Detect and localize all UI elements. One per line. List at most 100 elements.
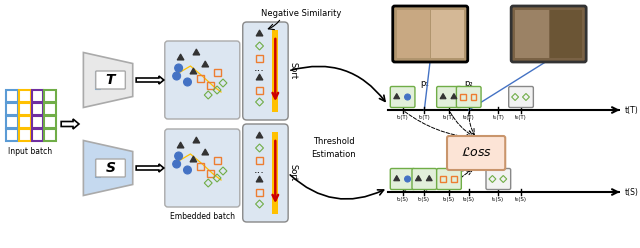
- FancyBboxPatch shape: [447, 136, 505, 170]
- Polygon shape: [256, 30, 263, 36]
- Circle shape: [404, 94, 410, 100]
- Text: Negative Similarity: Negative Similarity: [260, 8, 341, 18]
- Bar: [515, 10, 548, 58]
- Bar: [109, 73, 113, 87]
- FancyBboxPatch shape: [96, 71, 125, 89]
- Circle shape: [184, 78, 191, 86]
- Bar: [95, 159, 100, 177]
- Text: p₁: p₁: [420, 79, 429, 88]
- Bar: [214, 68, 221, 75]
- Bar: [115, 74, 120, 86]
- Text: t₃(S): t₃(S): [443, 197, 455, 202]
- FancyBboxPatch shape: [511, 6, 586, 62]
- Bar: [109, 161, 113, 175]
- Text: ...: ...: [254, 63, 265, 73]
- Polygon shape: [202, 149, 209, 155]
- Bar: [115, 162, 120, 174]
- Text: Sort: Sort: [288, 62, 297, 80]
- Bar: [460, 94, 465, 100]
- Bar: [19, 90, 31, 102]
- FancyBboxPatch shape: [243, 22, 288, 120]
- Bar: [197, 74, 204, 82]
- Bar: [6, 129, 18, 141]
- Text: t₄(T): t₄(T): [463, 115, 475, 120]
- Bar: [256, 188, 263, 195]
- Text: T: T: [106, 73, 115, 87]
- Text: t(S): t(S): [625, 187, 639, 196]
- Polygon shape: [426, 176, 432, 181]
- FancyBboxPatch shape: [393, 6, 468, 62]
- Text: t₆(T): t₆(T): [515, 115, 527, 120]
- FancyBboxPatch shape: [390, 87, 415, 107]
- FancyBboxPatch shape: [96, 159, 125, 177]
- Circle shape: [173, 72, 180, 80]
- Text: t₁(T): t₁(T): [397, 115, 408, 120]
- Text: p₂: p₂: [465, 79, 473, 88]
- Circle shape: [175, 152, 182, 160]
- Bar: [6, 90, 18, 102]
- Bar: [6, 116, 18, 128]
- FancyBboxPatch shape: [436, 87, 461, 107]
- Polygon shape: [256, 132, 263, 138]
- Bar: [6, 103, 18, 115]
- FancyBboxPatch shape: [164, 41, 240, 119]
- FancyBboxPatch shape: [436, 168, 461, 189]
- Polygon shape: [177, 54, 184, 60]
- Text: t₂(T): t₂(T): [419, 115, 430, 120]
- FancyBboxPatch shape: [486, 168, 511, 189]
- Circle shape: [404, 176, 410, 182]
- Bar: [431, 10, 464, 58]
- Bar: [397, 10, 430, 58]
- Bar: [214, 156, 221, 163]
- Bar: [44, 90, 56, 102]
- Polygon shape: [83, 53, 132, 107]
- Polygon shape: [415, 176, 421, 181]
- Polygon shape: [394, 93, 400, 99]
- Polygon shape: [190, 68, 197, 74]
- Text: t₄(S): t₄(S): [463, 197, 475, 202]
- Text: Threshold
Estimation: Threshold Estimation: [311, 137, 356, 159]
- Bar: [102, 72, 107, 88]
- Circle shape: [173, 160, 180, 168]
- FancyBboxPatch shape: [243, 124, 288, 222]
- FancyBboxPatch shape: [456, 87, 481, 107]
- Bar: [19, 103, 31, 115]
- Text: $\mathcal{L}$oss: $\mathcal{L}$oss: [461, 147, 492, 159]
- Bar: [95, 71, 100, 89]
- Text: t₅(S): t₅(S): [492, 197, 504, 202]
- Text: t(T): t(T): [625, 105, 638, 115]
- Bar: [19, 116, 31, 128]
- Polygon shape: [83, 141, 132, 195]
- Bar: [451, 176, 457, 182]
- Polygon shape: [190, 156, 197, 162]
- Polygon shape: [394, 176, 400, 181]
- Bar: [207, 82, 214, 89]
- Polygon shape: [202, 61, 209, 67]
- FancyBboxPatch shape: [390, 168, 415, 189]
- Bar: [197, 162, 204, 169]
- Text: ...: ...: [254, 165, 265, 175]
- Polygon shape: [193, 49, 200, 55]
- Bar: [273, 30, 278, 112]
- FancyBboxPatch shape: [412, 168, 436, 189]
- FancyArrow shape: [136, 76, 164, 84]
- Text: t₁(S): t₁(S): [397, 197, 408, 202]
- Bar: [31, 103, 44, 115]
- Text: t₂(S): t₂(S): [419, 197, 430, 202]
- Bar: [44, 129, 56, 141]
- Text: S: S: [106, 161, 116, 175]
- Polygon shape: [177, 142, 184, 148]
- Bar: [207, 169, 214, 177]
- FancyBboxPatch shape: [509, 87, 533, 107]
- Text: Embedded batch: Embedded batch: [170, 212, 235, 221]
- Circle shape: [175, 64, 182, 72]
- Bar: [31, 129, 44, 141]
- Polygon shape: [256, 74, 263, 80]
- Polygon shape: [193, 137, 200, 143]
- Polygon shape: [256, 176, 263, 182]
- Bar: [440, 176, 446, 182]
- Bar: [44, 116, 56, 128]
- FancyBboxPatch shape: [164, 129, 240, 207]
- Bar: [256, 156, 263, 163]
- FancyArrow shape: [61, 119, 79, 129]
